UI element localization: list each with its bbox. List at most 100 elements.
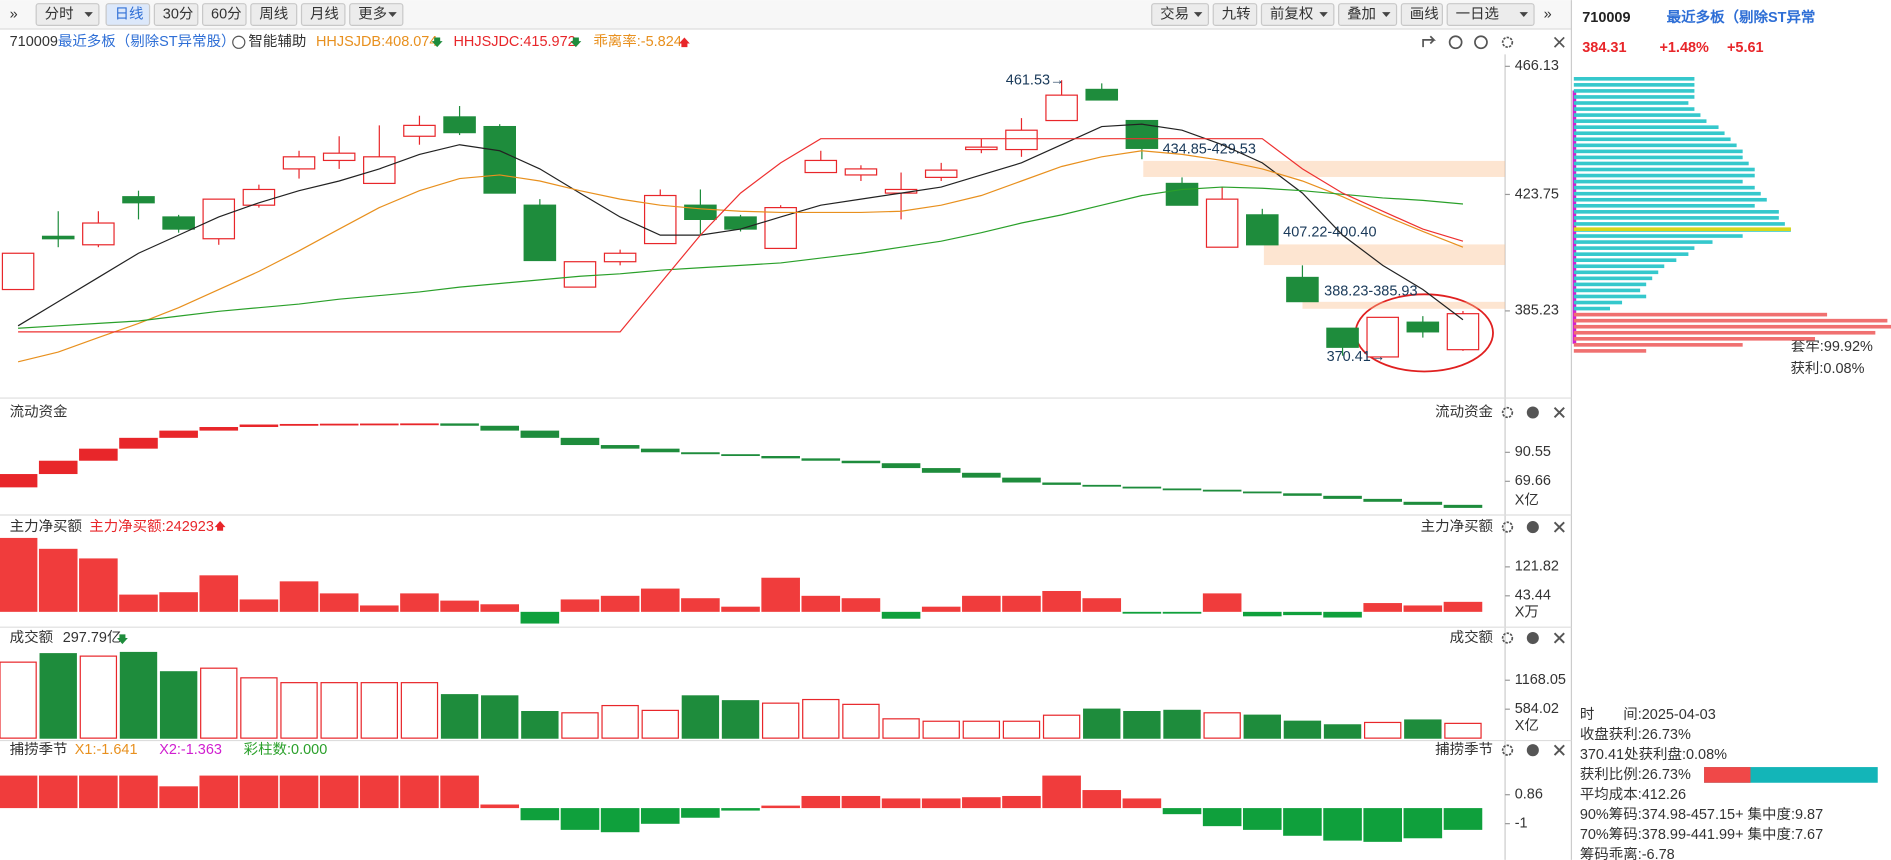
toolbar-button-label[interactable]: 60分	[211, 5, 242, 22]
close-icon[interactable]	[1553, 521, 1565, 533]
settings-icon[interactable]	[1501, 632, 1514, 644]
settings-icon[interactable]	[1501, 744, 1514, 756]
flow-bar	[1443, 504, 1483, 508]
settings-icon[interactable]	[1501, 406, 1514, 419]
indicator-line	[17, 150, 1464, 363]
candle-body	[82, 222, 115, 246]
close-icon[interactable]	[1553, 407, 1565, 419]
volume-bar	[481, 695, 519, 739]
volume-bar	[1002, 720, 1041, 739]
refresh-icon[interactable]	[1422, 35, 1436, 48]
toolbar-button[interactable]	[202, 3, 247, 26]
assist-label[interactable]: 智能辅助	[248, 33, 306, 50]
toolbar-button-label[interactable]: 叠加	[1347, 5, 1376, 22]
chip-bar	[1573, 131, 1725, 136]
help-icon[interactable]	[1526, 632, 1539, 645]
flow-bar	[681, 452, 720, 455]
volume-bar	[802, 698, 840, 739]
help-icon[interactable]	[1526, 406, 1539, 419]
chip-bar	[1573, 336, 1816, 341]
collapse-icon[interactable]: »	[10, 6, 18, 22]
toolbar-button[interactable]	[35, 3, 100, 26]
volume-bar	[1243, 714, 1281, 739]
chip-bar	[1573, 161, 1749, 166]
settings-icon[interactable]	[1501, 36, 1514, 48]
flow-bar	[881, 463, 921, 469]
toolbar-button[interactable]	[1151, 3, 1210, 26]
histogram-bar	[400, 775, 439, 809]
close-icon[interactable]	[1553, 632, 1565, 644]
y-tick-label: 0.86	[1515, 787, 1543, 803]
flow-bar	[560, 437, 600, 446]
resistance-zone	[1302, 301, 1506, 309]
toolbar-button-label[interactable]: 日线	[115, 5, 144, 22]
settings-icon[interactable]	[1501, 521, 1514, 533]
chip-bar	[1573, 77, 1695, 81]
toolbar-button-label[interactable]: 月线	[310, 5, 339, 22]
candle-body	[322, 152, 356, 162]
candle-body	[563, 261, 597, 288]
toolbar-button[interactable]	[153, 3, 199, 26]
candle-body	[443, 116, 476, 134]
flow-bar	[400, 423, 439, 426]
zoom-in-icon[interactable]	[1448, 35, 1463, 50]
help-icon[interactable]	[1526, 521, 1539, 534]
close-icon[interactable]	[1553, 744, 1565, 756]
toolbar-button-label[interactable]: 30分	[163, 5, 194, 22]
histogram-bar	[1283, 611, 1322, 616]
toolbar-button-label[interactable]: 一日选	[1456, 5, 1499, 22]
chip-bar	[1573, 113, 1701, 117]
toolbar-button[interactable]	[1338, 3, 1398, 26]
toolbar-button[interactable]	[300, 3, 346, 26]
toolbar-button-label[interactable]: 分时	[45, 5, 74, 22]
toolbar-button[interactable]	[105, 3, 151, 26]
toolbar-button-label[interactable]: 交易	[1160, 4, 1189, 22]
chip-stat: 筹码乖离:-6.78	[1580, 846, 1675, 860]
assist-icon[interactable]	[232, 35, 246, 49]
toolbar-button-label[interactable]: 九转	[1222, 5, 1251, 22]
histogram-bar	[841, 598, 881, 612]
panel-indicator: 主力净买额:242923	[89, 518, 214, 535]
toolbar-button[interactable]	[1212, 3, 1258, 26]
toolbar-button-label[interactable]: 前复权	[1270, 4, 1313, 22]
expand-icon[interactable]: »	[1544, 6, 1552, 22]
flow-bar	[1042, 482, 1081, 485]
toolbar-button-label[interactable]: 更多	[358, 5, 387, 22]
volume-bar	[0, 661, 37, 739]
unit-label: X亿	[1515, 717, 1539, 734]
y-tick-label: 90.55	[1515, 444, 1551, 460]
volume-bar	[1404, 719, 1442, 739]
y-tick-label: 1168.05	[1515, 672, 1566, 688]
toolbar-button[interactable]	[349, 3, 404, 26]
chip-bar	[1573, 191, 1761, 196]
toolbar-button[interactable]	[250, 3, 298, 26]
indicator: HHJSJDC:415.972	[453, 34, 575, 50]
zoom-out-icon[interactable]	[1474, 35, 1488, 50]
candle-body	[1366, 316, 1399, 358]
flow-bar	[1122, 486, 1162, 489]
dropdown-arrow	[1193, 12, 1203, 17]
chip-stats: 时 间:2025-04-03 收盘获利:26.73% 370.41处获利盘:0.08…	[1580, 706, 1823, 860]
histogram-bar	[400, 593, 439, 612]
toolbar-button[interactable]	[1260, 3, 1335, 26]
help-icon[interactable]	[1526, 744, 1539, 757]
toolbar-button[interactable]	[1446, 3, 1535, 26]
volume-bar	[200, 667, 238, 739]
toolbar-button-label[interactable]: 周线	[259, 5, 288, 22]
panel-title-right: 成交额	[1450, 628, 1494, 646]
toolbar-button-label[interactable]: 画线	[1410, 5, 1439, 22]
volume-bar	[962, 720, 1001, 739]
histogram-bar	[801, 595, 841, 612]
chip-bar	[1573, 270, 1659, 275]
flow-bar	[440, 423, 479, 426]
histogram-bar	[480, 804, 520, 809]
chip-bar	[1573, 276, 1653, 281]
y-tick-label: 466.13	[1515, 58, 1559, 74]
toolbar-button[interactable]	[1400, 3, 1443, 26]
chip-stat: 90%筹码:374.98-457.15+ 集中度:9.87	[1580, 806, 1823, 823]
histogram-bar	[761, 577, 800, 612]
flow-bar	[1162, 488, 1202, 491]
candle-body	[1246, 214, 1279, 246]
close-icon[interactable]	[1553, 36, 1565, 48]
